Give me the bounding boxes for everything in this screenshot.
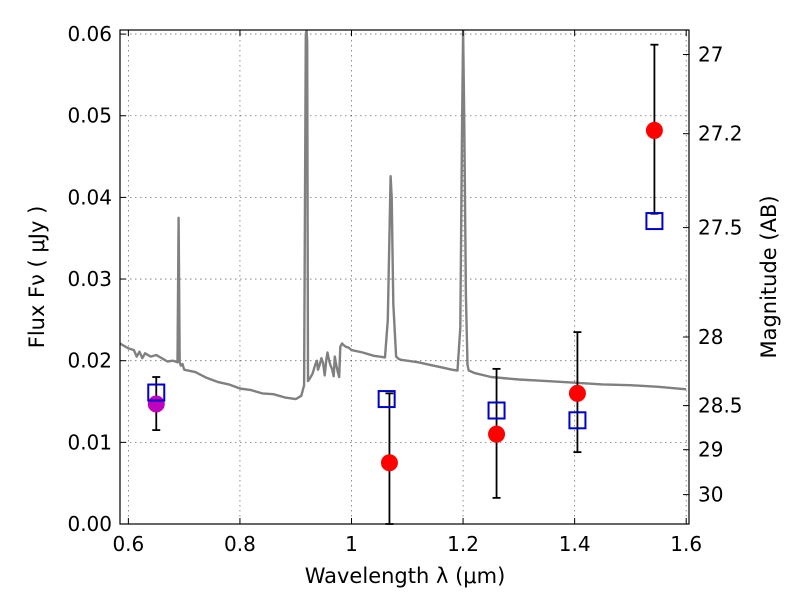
y-tick-label: 0.03 <box>67 267 112 291</box>
x-tick-label: 1 <box>345 532 358 556</box>
plot-frame <box>119 29 690 525</box>
data-points <box>147 43 664 525</box>
right-tick-label: 30 <box>698 483 723 507</box>
right-tick-label: 27.5 <box>698 216 743 240</box>
y-tick-label: 0.01 <box>67 430 112 454</box>
y-tick-label: 0.06 <box>67 22 112 46</box>
x-tick-label: 0.8 <box>224 532 256 556</box>
data-point-circle <box>645 121 663 139</box>
data-point-circle <box>488 425 506 443</box>
data-point-square <box>487 401 506 420</box>
y-tick-label: 0.02 <box>67 349 112 373</box>
y-axis-label-right: Magnitude (AB) <box>757 195 781 358</box>
right-tick-label: 27.2 <box>698 122 743 146</box>
grid <box>120 30 689 525</box>
x-tick-label: 0.6 <box>112 532 144 556</box>
data-point-square <box>147 383 166 402</box>
spectrum-line <box>120 30 687 401</box>
y-axis-label-left: Flux Fν ( μJy ) <box>25 206 49 349</box>
right-tick-label: 27 <box>698 42 723 66</box>
y-tick-label: 0.04 <box>67 185 112 209</box>
x-tick-label: 1.4 <box>559 532 591 556</box>
y-tick-label: 0.05 <box>67 104 112 128</box>
right-tick-label: 28 <box>698 325 723 349</box>
data-point-circle <box>568 384 586 402</box>
data-point-circle <box>147 395 165 413</box>
data-point-square <box>377 390 396 409</box>
right-tick-label: 29 <box>698 438 723 462</box>
y-tick-label: 0.00 <box>67 512 112 536</box>
x-tick-label: 1.6 <box>670 532 702 556</box>
x-tick-label: 1.2 <box>447 532 479 556</box>
right-tick-label: 28.5 <box>698 394 743 418</box>
axes: 0.6 0.8 1 1.2 1.4 1.6 0.00 0.01 0.02 0.03 0.04 0.05… <box>67 22 742 556</box>
data-point-square <box>568 411 587 430</box>
x-axis-label: Wavelength λ (μm) <box>305 564 506 588</box>
data-point-circle <box>380 454 398 472</box>
spectrum-series <box>120 30 687 401</box>
data-point-square <box>645 212 664 231</box>
